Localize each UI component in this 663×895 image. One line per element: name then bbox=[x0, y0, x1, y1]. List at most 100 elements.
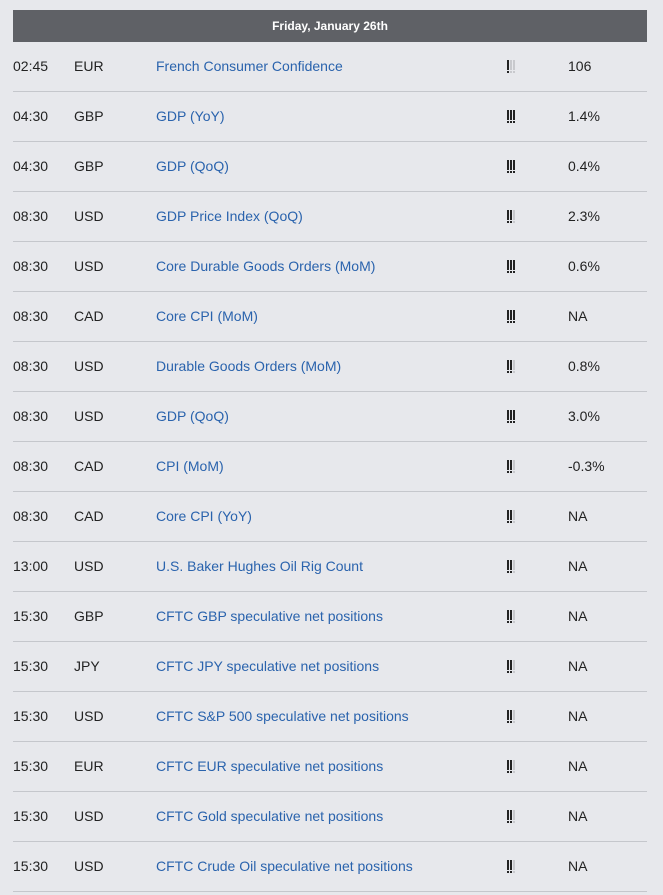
event-link[interactable]: French Consumer Confidence bbox=[156, 58, 343, 74]
impact-indicator bbox=[505, 542, 517, 591]
event-link[interactable]: CFTC Crude Oil speculative net positions bbox=[156, 858, 413, 874]
event-actual: NA bbox=[568, 608, 588, 624]
economic-calendar: Friday, January 26th 02:45 EUR French Cons… bbox=[13, 10, 647, 892]
impact-bar bbox=[513, 410, 515, 424]
event-actual: -0.3% bbox=[568, 458, 605, 474]
impact-icon bbox=[507, 507, 516, 524]
event-time: 08:30 bbox=[13, 458, 49, 474]
impact-bar bbox=[510, 60, 512, 74]
event-time: 08:30 bbox=[13, 208, 49, 224]
impact-icon bbox=[507, 57, 516, 74]
event-link[interactable]: U.S. Baker Hughes Oil Rig Count bbox=[156, 558, 363, 574]
impact-indicator bbox=[505, 292, 517, 341]
event-currency: JPY bbox=[74, 658, 100, 674]
event-actual: NA bbox=[568, 808, 588, 824]
impact-icon bbox=[507, 807, 516, 824]
impact-indicator bbox=[505, 592, 517, 641]
event-currency: USD bbox=[74, 558, 104, 574]
table-row: 08:30 USD Core Durable Goods Orders (MoM) 0… bbox=[13, 242, 647, 292]
event-currency: USD bbox=[74, 408, 104, 424]
event-time: 15:30 bbox=[13, 608, 49, 624]
event-link[interactable]: GDP Price Index (QoQ) bbox=[156, 208, 303, 224]
event-currency: USD bbox=[74, 858, 104, 874]
event-currency: CAD bbox=[74, 308, 104, 324]
impact-bar bbox=[507, 660, 509, 674]
event-currency: EUR bbox=[74, 58, 104, 74]
impact-bar bbox=[513, 110, 515, 124]
impact-bar bbox=[510, 610, 512, 624]
event-currency: USD bbox=[74, 808, 104, 824]
impact-bar bbox=[510, 760, 512, 774]
impact-bar bbox=[513, 610, 515, 624]
impact-bar bbox=[510, 460, 512, 474]
event-currency: USD bbox=[74, 708, 104, 724]
event-time: 13:00 bbox=[13, 558, 49, 574]
impact-indicator bbox=[505, 442, 517, 491]
impact-indicator bbox=[505, 142, 517, 191]
event-time: 15:30 bbox=[13, 858, 49, 874]
impact-icon bbox=[507, 407, 516, 424]
event-link[interactable]: CFTC Gold speculative net positions bbox=[156, 808, 384, 824]
impact-bar bbox=[513, 660, 515, 674]
event-time: 08:30 bbox=[13, 508, 49, 524]
event-link[interactable]: GDP (QoQ) bbox=[156, 158, 229, 174]
impact-bar bbox=[510, 360, 512, 374]
event-actual: 3.0% bbox=[568, 408, 600, 424]
event-actual: 0.6% bbox=[568, 258, 600, 274]
event-currency: GBP bbox=[74, 108, 104, 124]
table-row: 02:45 EUR French Consumer Confidence 106 bbox=[13, 42, 647, 92]
impact-indicator bbox=[505, 742, 517, 791]
day-header: Friday, January 26th bbox=[13, 10, 647, 42]
impact-bar bbox=[513, 710, 515, 724]
event-link[interactable]: Core CPI (YoY) bbox=[156, 508, 252, 524]
event-link[interactable]: GDP (YoY) bbox=[156, 108, 225, 124]
impact-bar bbox=[513, 60, 515, 74]
table-row: 08:30 CAD Core CPI (MoM) NA bbox=[13, 292, 647, 342]
impact-icon bbox=[507, 307, 516, 324]
impact-icon bbox=[507, 757, 516, 774]
event-time: 04:30 bbox=[13, 158, 49, 174]
table-row: 08:30 USD GDP (QoQ) 3.0% bbox=[13, 392, 647, 442]
event-actual: NA bbox=[568, 508, 588, 524]
impact-bar bbox=[510, 810, 512, 824]
event-time: 08:30 bbox=[13, 408, 49, 424]
impact-bar bbox=[507, 260, 509, 274]
event-actual: 2.3% bbox=[568, 208, 600, 224]
event-link[interactable]: CFTC JPY speculative net positions bbox=[156, 658, 380, 674]
impact-bar bbox=[507, 760, 509, 774]
event-actual: 106 bbox=[568, 58, 592, 74]
table-row: 13:00 USD U.S. Baker Hughes Oil Rig Count N… bbox=[13, 542, 647, 592]
event-actual: NA bbox=[568, 658, 588, 674]
impact-icon bbox=[507, 257, 516, 274]
event-link[interactable]: Core CPI (MoM) bbox=[156, 308, 258, 324]
impact-bar bbox=[513, 760, 515, 774]
event-link[interactable]: CPI (MoM) bbox=[156, 458, 224, 474]
impact-bar bbox=[507, 160, 509, 174]
impact-indicator bbox=[505, 392, 517, 441]
event-link[interactable]: GDP (QoQ) bbox=[156, 408, 229, 424]
event-actual: NA bbox=[568, 758, 588, 774]
event-currency: GBP bbox=[74, 608, 104, 624]
impact-icon bbox=[507, 657, 516, 674]
impact-bar bbox=[513, 460, 515, 474]
table-row: 15:30 EUR CFTC EUR speculative net positio… bbox=[13, 742, 647, 792]
event-link[interactable]: CFTC S&P 500 speculative net positions bbox=[156, 708, 409, 724]
table-row: 15:30 USD CFTC Crude Oil speculative net p… bbox=[13, 842, 647, 892]
impact-bar bbox=[513, 260, 515, 274]
impact-bar bbox=[507, 210, 509, 224]
table-row: 08:30 USD Durable Goods Orders (MoM) 0.8% bbox=[13, 342, 647, 392]
impact-icon bbox=[507, 157, 516, 174]
impact-bar bbox=[510, 210, 512, 224]
event-link[interactable]: CFTC EUR speculative net positions bbox=[156, 758, 384, 774]
event-actual: NA bbox=[568, 308, 588, 324]
table-row: 15:30 USD CFTC Gold speculative net positi… bbox=[13, 792, 647, 842]
impact-indicator bbox=[505, 342, 517, 391]
event-time: 08:30 bbox=[13, 308, 49, 324]
impact-indicator bbox=[505, 642, 517, 691]
impact-bar bbox=[513, 310, 515, 324]
event-link[interactable]: Durable Goods Orders (MoM) bbox=[156, 358, 342, 374]
event-link[interactable]: CFTC GBP speculative net positions bbox=[156, 608, 383, 624]
event-link[interactable]: Core Durable Goods Orders (MoM) bbox=[156, 258, 376, 274]
impact-bar bbox=[513, 510, 515, 524]
impact-bar bbox=[507, 610, 509, 624]
